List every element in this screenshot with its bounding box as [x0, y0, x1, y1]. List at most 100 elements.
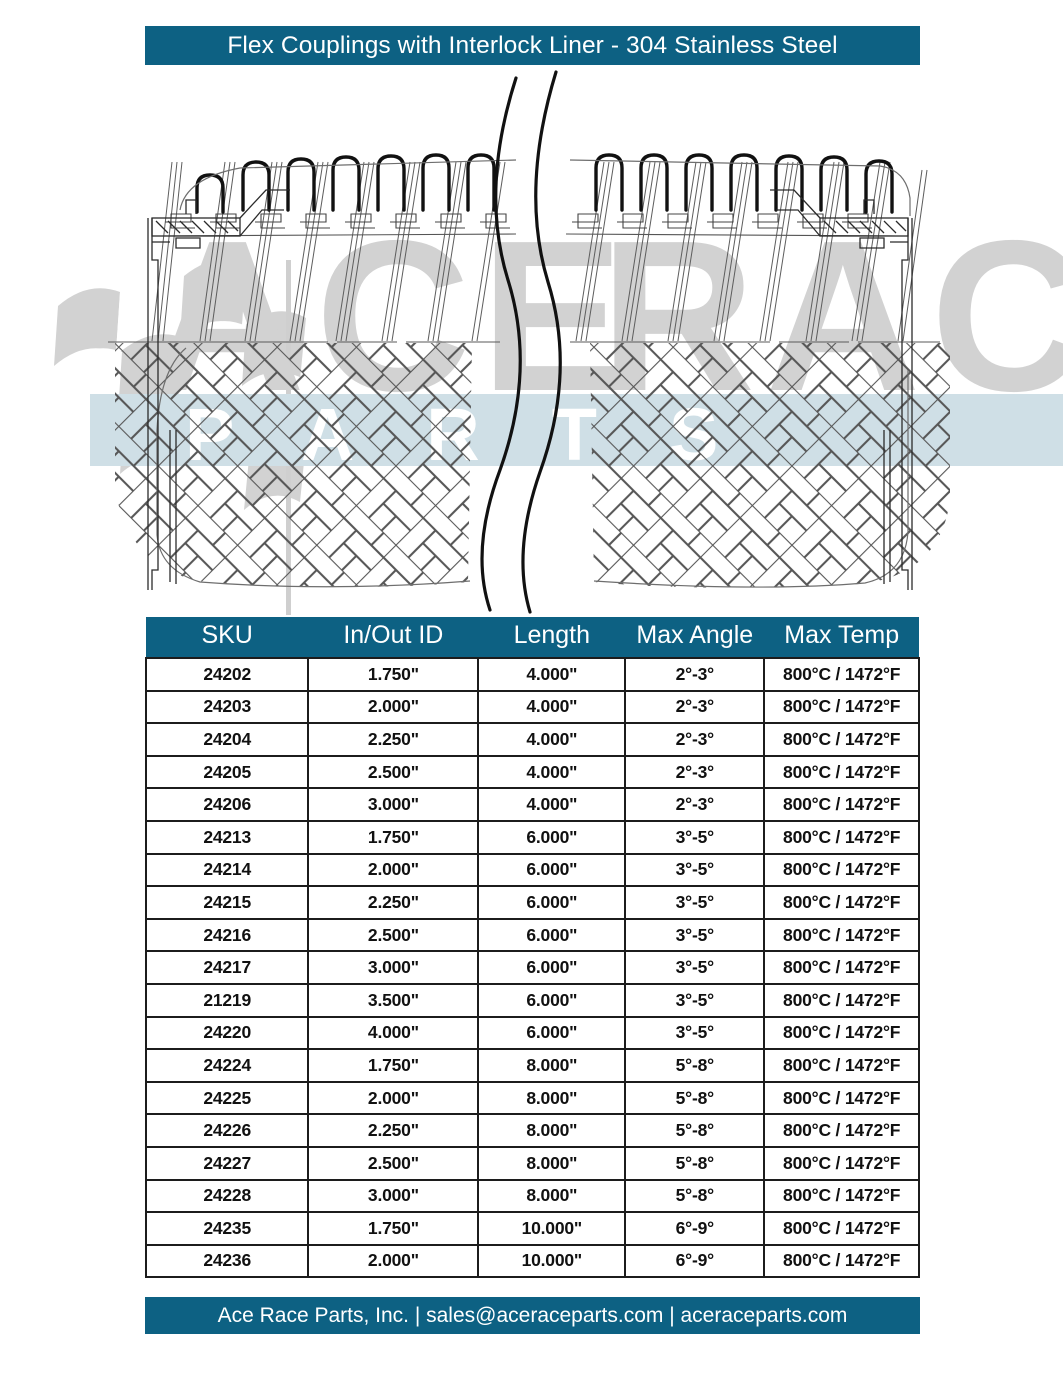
table-row: 24220 4.000" 6.000" 3°-5° 800°C / 1472°F [144, 1015, 920, 1051]
cell-in-out-id: 2.000" [307, 852, 480, 888]
cell-sku: 24226 [144, 1113, 310, 1148]
cell-max-angle: 5°-8° [624, 1178, 766, 1214]
liner-hook-profile-right [572, 213, 872, 229]
table-row: 24205 2.500" 4.000" 2°-3° 800°C / 1472°F [144, 754, 920, 790]
cell-in-out-id: 2.000" [307, 1080, 480, 1116]
cell-max-angle: 6°-9° [624, 1243, 766, 1279]
break-line [480, 70, 562, 614]
bellows-envelope-left [179, 159, 517, 211]
table-row: 24226 2.250" 8.000" 5°-8° 800°C / 1472°F [144, 1113, 920, 1148]
table-row: 21219 3.500" 6.000" 3°-5° 800°C / 1472°F [144, 982, 920, 1018]
cell-max-temp: 800°C / 1472°F [763, 1145, 920, 1181]
coupling-left-half [108, 153, 517, 590]
cell-sku: 24204 [144, 722, 310, 757]
braid-outline-left [156, 347, 471, 588]
cell-max-angle: 5°-8° [624, 1145, 766, 1181]
cell-sku: 24235 [144, 1211, 310, 1246]
cell-in-out-id: 3.000" [307, 950, 480, 985]
liner-hook-profile-left [165, 213, 510, 229]
cell-length: 8.000" [477, 1048, 627, 1083]
cell-max-angle: 3°-5° [624, 917, 766, 953]
table-row: 24215 2.250" 6.000" 3°-5° 800°C / 1472°F [144, 885, 920, 920]
column-header-sku: SKU [146, 617, 309, 658]
cell-sku: 21219 [144, 982, 310, 1018]
table-body: 24202 1.750" 4.000" 2°-3° 800°C / 1472°F 2420… [144, 657, 920, 1279]
page-title: Flex Couplings with Interlock Liner - 30… [227, 31, 838, 59]
braid-outline-right [593, 370, 909, 588]
cell-max-temp: 800°C / 1472°F [763, 950, 920, 985]
column-header-max-angle: Max Angle [625, 617, 765, 658]
table-row: 24206 3.000" 4.000" 2°-3° 800°C / 1472°F [144, 787, 920, 822]
table-row: 24217 3.000" 6.000" 3°-5° 800°C / 1472°F [144, 950, 920, 985]
column-header-length: Length [478, 617, 626, 658]
table-header-row: SKU In/Out ID Length Max Angle Max Temp [146, 617, 919, 658]
cell-length: 6.000" [477, 852, 627, 888]
cell-in-out-id: 2.250" [307, 885, 480, 920]
table-row: 24202 1.750" 4.000" 2°-3° 800°C / 1472°F [144, 657, 920, 692]
cell-length: 8.000" [477, 1113, 627, 1148]
cell-in-out-id: 2.000" [307, 1243, 480, 1279]
cell-sku: 24228 [144, 1178, 310, 1214]
cell-max-temp: 800°C / 1472°F [763, 917, 920, 953]
cell-sku: 24205 [144, 754, 310, 790]
cell-length: 6.000" [477, 885, 627, 920]
coupling-right-half [565, 153, 950, 590]
cell-sku: 24202 [144, 657, 310, 692]
interlock-liner-strips-right [575, 161, 928, 342]
cell-max-temp: 800°C / 1472°F [763, 1048, 920, 1083]
cell-max-temp: 800°C / 1472°F [763, 1178, 920, 1214]
bellows-envelope-right [569, 159, 911, 216]
cell-sku: 24217 [144, 950, 310, 985]
cell-max-angle: 3°-5° [624, 1015, 766, 1051]
table-row: 24225 2.000" 8.000" 5°-8° 800°C / 1472°F [144, 1080, 920, 1116]
end-fitting-right [770, 189, 913, 590]
braid-sleeve-right [590, 343, 950, 588]
product-diagram [0, 70, 1063, 615]
braid-sleeve-left [115, 343, 472, 587]
cell-sku: 24216 [144, 917, 310, 953]
cell-max-angle: 3°-5° [624, 852, 766, 888]
cell-in-out-id: 2.250" [307, 722, 480, 757]
cell-max-temp: 800°C / 1472°F [763, 689, 920, 725]
cell-in-out-id: 2.500" [307, 917, 480, 953]
cell-length: 4.000" [477, 722, 627, 757]
cell-sku: 24215 [144, 885, 310, 920]
cell-max-angle: 6°-9° [624, 1211, 766, 1246]
cell-length: 6.000" [477, 982, 627, 1018]
cell-in-out-id: 1.750" [307, 1211, 480, 1246]
cell-length: 4.000" [477, 689, 627, 725]
table-row: 24203 2.000" 4.000" 2°-3° 800°C / 1472°F [144, 689, 920, 725]
cell-max-angle: 5°-8° [624, 1080, 766, 1116]
cell-length: 6.000" [477, 819, 627, 855]
end-fitting-left [147, 189, 290, 590]
table-row: 24236 2.000" 10.000" 6°-9° 800°C / 1472°F [144, 1243, 920, 1279]
cell-max-angle: 5°-8° [624, 1113, 766, 1148]
cell-max-temp: 800°C / 1472°F [763, 787, 920, 822]
cell-sku: 24206 [144, 787, 310, 822]
interlock-liner-strips-left [151, 161, 506, 342]
cell-in-out-id: 2.250" [307, 1113, 480, 1148]
cell-in-out-id: 2.000" [307, 689, 480, 725]
cell-in-out-id: 1.750" [307, 819, 480, 855]
cell-max-temp: 800°C / 1472°F [763, 982, 920, 1018]
cell-length: 8.000" [477, 1080, 627, 1116]
cell-max-temp: 800°C / 1472°F [763, 657, 920, 692]
column-header-in-out-id: In/Out ID [308, 617, 479, 658]
bellows-convolutions-left [195, 153, 496, 214]
cell-max-temp: 800°C / 1472°F [763, 1080, 920, 1116]
cell-in-out-id: 3.500" [307, 982, 480, 1018]
cell-max-angle: 3°-5° [624, 982, 766, 1018]
cell-length: 4.000" [477, 787, 627, 822]
cell-max-temp: 800°C / 1472°F [763, 1211, 920, 1246]
cell-in-out-id: 4.000" [307, 1015, 480, 1051]
cell-max-angle: 2°-3° [624, 787, 766, 822]
cell-max-temp: 800°C / 1472°F [763, 1015, 920, 1051]
cell-sku: 24203 [144, 689, 310, 725]
cell-in-out-id: 1.750" [307, 657, 480, 692]
cell-length: 8.000" [477, 1145, 627, 1181]
cell-length: 10.000" [477, 1211, 627, 1246]
table-row: 24227 2.500" 8.000" 5°-8° 800°C / 1472°F [144, 1145, 920, 1181]
cell-max-angle: 3°-5° [624, 885, 766, 920]
table-row: 24213 1.750" 6.000" 3°-5° 800°C / 1472°F [144, 819, 920, 855]
cell-max-temp: 800°C / 1472°F [763, 722, 920, 757]
